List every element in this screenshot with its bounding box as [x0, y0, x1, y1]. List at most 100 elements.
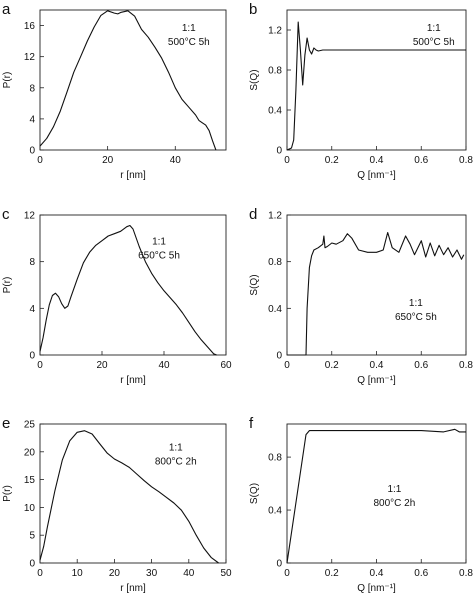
annotation-text: 1:1	[427, 23, 441, 34]
y-tick-label: 0.4	[268, 106, 282, 117]
x-axis-label: r [nm]	[120, 170, 146, 181]
y-tick-label: 0.4	[268, 506, 282, 517]
panel-c: c 0 20 40 60 0 4 8 12 r [nm] P(r) 1:1 650°C 5h	[2, 206, 232, 386]
series-line	[286, 21, 466, 151]
x-tick-label: 0.6	[414, 155, 428, 166]
x-tick-label: 20	[109, 568, 121, 579]
x-tick-label: 0.8	[459, 155, 473, 166]
y-tick-label: 0	[29, 351, 35, 362]
y-axis-label: S(Q)	[249, 483, 260, 504]
x-axis-label: Q [nm⁻¹]	[357, 170, 396, 181]
x-tick-label: 30	[146, 568, 158, 579]
annotation-text: 800°C 2h	[155, 456, 197, 467]
x-axis-label: r [nm]	[120, 375, 146, 386]
y-tick-label: 0	[29, 559, 35, 570]
y-tick-label: 5	[29, 531, 35, 542]
y-axis-label: P(r)	[2, 485, 13, 502]
y-tick-label: 16	[24, 21, 36, 32]
y-axis-label: S(Q)	[249, 274, 260, 295]
annotation-text: 650°C 5h	[138, 250, 180, 261]
panel-label: b	[249, 1, 257, 18]
x-tick-label: 0	[284, 360, 290, 371]
y-tick-label: 12	[24, 211, 36, 222]
annotation-text: 1:1	[409, 298, 423, 309]
y-tick-label: 8	[29, 83, 35, 94]
x-tick-label: 60	[220, 360, 232, 371]
panel-b: b 0 0.2 0.4 0.6 0.8 0 0.4 0.8 1.2 Q [nm⁻¹] S(Q) 1:1 5…	[249, 1, 473, 181]
y-axis-label: S(Q)	[249, 69, 260, 90]
plot-frame	[286, 214, 467, 356]
series-line	[287, 231, 465, 356]
y-tick-label: 1.2	[268, 26, 282, 37]
annotation-text: 500°C 5h	[413, 37, 455, 48]
panel-label: d	[249, 206, 257, 223]
y-axis-label: P(r)	[2, 72, 13, 89]
series-line	[39, 430, 219, 564]
y-tick-label: 0.4	[268, 304, 282, 315]
x-tick-label: 0.8	[459, 360, 473, 371]
panel-d: d 0 0.2 0.4 0.6 0.8 0 0.4 0.8 1.2 Q [nm⁻¹] S(Q) 1:1 6…	[249, 206, 473, 386]
x-tick-label: 50	[220, 568, 232, 579]
y-tick-label: 20	[24, 447, 36, 458]
plot-frame	[39, 9, 227, 151]
y-tick-label: 1.2	[268, 211, 282, 222]
y-tick-label: 0	[276, 351, 282, 362]
y-tick-label: 0	[276, 146, 282, 157]
y-tick-label: 25	[24, 420, 36, 431]
series-line	[39, 224, 217, 356]
x-tick-label: 0	[37, 155, 43, 166]
panel-label: a	[2, 1, 11, 18]
panel-label: c	[2, 206, 10, 223]
x-axis-label: Q [nm⁻¹]	[357, 375, 396, 386]
x-tick-label: 10	[72, 568, 84, 579]
y-tick-label: 0.8	[268, 257, 282, 268]
x-tick-label: 0.6	[414, 360, 428, 371]
annotation-text: 500°C 5h	[168, 37, 210, 48]
x-tick-label: 0.8	[459, 568, 473, 579]
y-axis-label: P(r)	[2, 277, 13, 294]
x-tick-label: 0.4	[370, 360, 384, 371]
y-tick-label: 4	[29, 304, 35, 315]
x-axis-label: r [nm]	[120, 583, 146, 594]
panel-e: e 0 10 20 30 40 50 0 5 10 15 20 25 r [nm] P(r) 1:1 800°C…	[2, 415, 232, 594]
annotation-text: 1:1	[387, 484, 401, 495]
panel-label: f	[249, 415, 254, 432]
panel-a: a 0 20 40 0 4 8 12 16 r [nm] P(r) 1:1 500°C 5h	[2, 1, 227, 181]
annotation-text: 1:1	[169, 442, 183, 453]
x-tick-label: 20	[102, 155, 114, 166]
x-tick-label: 0.2	[325, 155, 339, 166]
y-tick-label: 0.8	[268, 453, 282, 464]
series-line	[39, 10, 217, 151]
x-tick-label: 40	[183, 568, 195, 579]
x-tick-label: 20	[96, 360, 108, 371]
y-tick-label: 0	[276, 559, 282, 570]
annotation-text: 650°C 5h	[395, 312, 437, 323]
annotation-text: 1:1	[152, 236, 166, 247]
y-tick-label: 8	[29, 257, 35, 268]
x-tick-label: 0.2	[325, 360, 339, 371]
y-tick-label: 0	[29, 146, 35, 157]
x-tick-label: 0	[284, 568, 290, 579]
y-tick-label: 10	[24, 503, 36, 514]
x-tick-label: 40	[158, 360, 170, 371]
plot-frame	[286, 423, 467, 564]
x-tick-label: 0.4	[370, 568, 384, 579]
x-tick-label: 0	[37, 568, 43, 579]
x-tick-label: 0.4	[370, 155, 384, 166]
annotation-text: 1:1	[182, 23, 196, 34]
plot-frame	[39, 423, 227, 564]
x-tick-label: 0.2	[325, 568, 339, 579]
annotation-text: 800°C 2h	[373, 498, 415, 509]
x-axis-label: Q [nm⁻¹]	[357, 583, 396, 594]
x-tick-label: 40	[170, 155, 182, 166]
x-tick-label: 0	[284, 155, 290, 166]
x-tick-label: 0	[37, 360, 43, 371]
y-tick-label: 15	[24, 475, 36, 486]
series-line	[286, 428, 466, 564]
panel-label: e	[2, 415, 10, 432]
y-tick-label: 12	[24, 52, 36, 63]
y-tick-label: 0.8	[268, 66, 282, 77]
panel-f: f 0 0.2 0.4 0.6 0.8 0 0.4 0.8 Q [nm⁻¹] S(Q) 1:1 800°…	[249, 415, 473, 594]
x-tick-label: 0.6	[414, 568, 428, 579]
